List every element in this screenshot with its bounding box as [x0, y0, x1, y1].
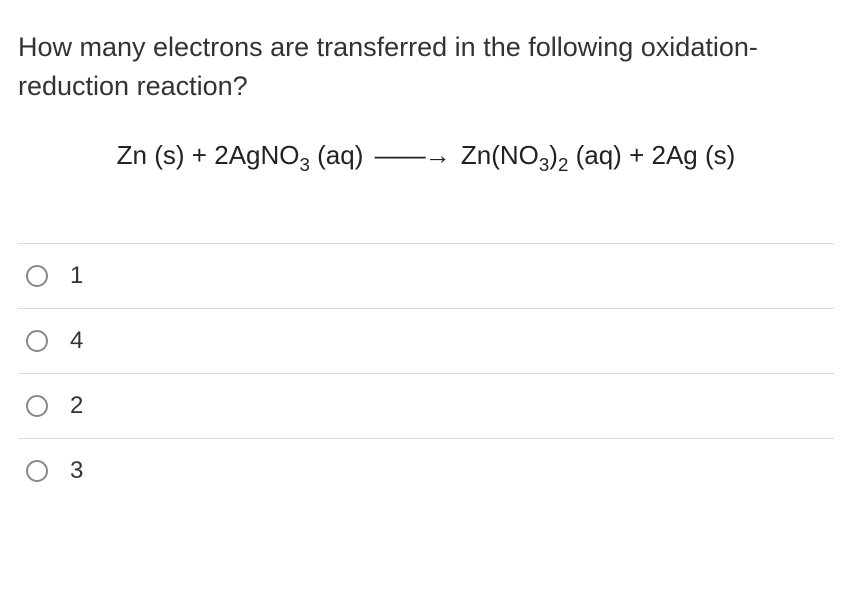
option-label: 3 — [70, 457, 83, 485]
options-list: 1 4 2 3 — [18, 243, 834, 503]
reaction-arrow: ——→ — [375, 140, 450, 171]
option-label: 2 — [70, 392, 83, 420]
option-label: 4 — [70, 327, 83, 355]
reactant-2: 2AgNO3 (aq) — [214, 140, 363, 170]
product-2: 2Ag (s) — [651, 140, 735, 170]
radio-icon[interactable] — [26, 460, 48, 482]
plus-1: + — [192, 140, 214, 170]
reactant-1: Zn (s) — [117, 140, 185, 170]
option-row[interactable]: 1 — [18, 243, 834, 308]
chemical-equation: Zn (s) + 2AgNO3 (aq) ——→ Zn(NO3)2 (aq) +… — [18, 140, 834, 175]
radio-icon[interactable] — [26, 330, 48, 352]
question-text: How many electrons are transferred in th… — [18, 28, 834, 106]
radio-icon[interactable] — [26, 265, 48, 287]
option-label: 1 — [70, 262, 83, 290]
product-1: Zn(NO3)2 (aq) — [461, 140, 622, 170]
radio-icon[interactable] — [26, 395, 48, 417]
option-row[interactable]: 2 — [18, 373, 834, 438]
option-row[interactable]: 3 — [18, 438, 834, 503]
plus-2: + — [629, 140, 651, 170]
option-row[interactable]: 4 — [18, 308, 834, 373]
